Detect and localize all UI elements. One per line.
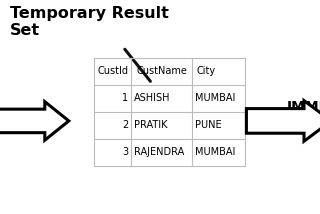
Text: MUMBAI: MUMBAI <box>195 147 235 157</box>
Text: CustName: CustName <box>136 66 187 76</box>
Text: IMMEDIA: IMMEDIA <box>286 100 320 114</box>
Text: MUMBAI: MUMBAI <box>195 93 235 103</box>
Text: 3: 3 <box>122 147 128 157</box>
Text: CustId: CustId <box>97 66 128 76</box>
Text: 1: 1 <box>122 93 128 103</box>
Text: 2: 2 <box>122 120 128 130</box>
Text: ASHISH: ASHISH <box>134 93 171 103</box>
Text: Temporary Result
Set: Temporary Result Set <box>10 6 168 38</box>
Text: City: City <box>196 66 215 76</box>
Text: RAJENDRA: RAJENDRA <box>134 147 185 157</box>
Polygon shape <box>246 101 320 141</box>
Text: PUNE: PUNE <box>195 120 221 130</box>
Polygon shape <box>0 102 69 140</box>
Text: PRATIK: PRATIK <box>134 120 168 130</box>
